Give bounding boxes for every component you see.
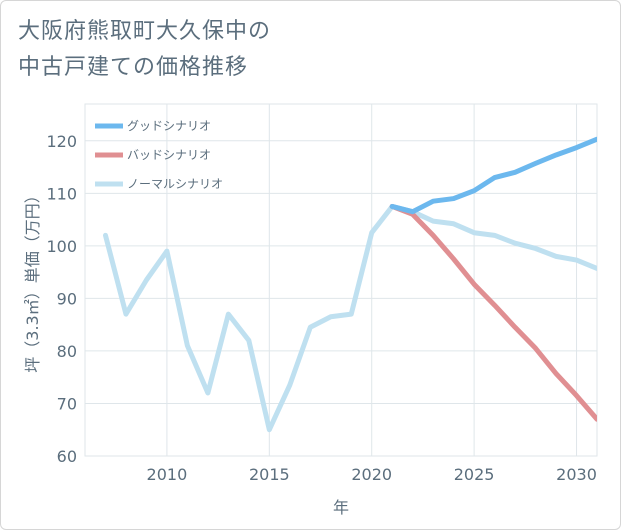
tick-labels: 60 70 80 90 100 110 120 2010 2015 2020 2025 2030 <box>46 132 596 484</box>
series-line-2 <box>102 203 597 433</box>
legend-label: グッドシナリオ <box>127 119 211 133</box>
y-tick-label: 110 <box>46 184 77 203</box>
y-axis-title: 坪（3.3㎡）単価（万円） <box>23 187 42 372</box>
y-tick-label: 100 <box>46 237 77 256</box>
series-layer <box>102 136 597 433</box>
y-tick-label: 60 <box>57 447 77 466</box>
legend-label: バッドシナリオ <box>127 148 211 162</box>
y-tick-label: 80 <box>57 342 77 361</box>
x-tick-label: 2020 <box>351 465 392 484</box>
chart-title-line1: 大阪府熊取町大久保中の <box>18 19 272 44</box>
series-line-1 <box>389 203 597 422</box>
x-tick-label: 2010 <box>147 465 188 484</box>
grid <box>84 103 598 457</box>
x-axis-title: 年 <box>333 498 349 517</box>
series-line-0 <box>389 136 597 215</box>
y-tick-label: 90 <box>57 289 77 308</box>
chart-title-line2: 中古戸建ての価格推移 <box>18 55 249 80</box>
legend-label: ノーマルシナリオ <box>127 177 223 191</box>
y-tick-label: 120 <box>46 132 77 151</box>
x-tick-label: 2025 <box>454 465 495 484</box>
y-tick-label: 70 <box>57 394 77 413</box>
x-tick-label: 2030 <box>556 465 597 484</box>
chart-title: 大阪府熊取町大久保中の 中古戸建ての価格推移 <box>18 14 538 86</box>
x-tick-label: 2015 <box>249 465 290 484</box>
